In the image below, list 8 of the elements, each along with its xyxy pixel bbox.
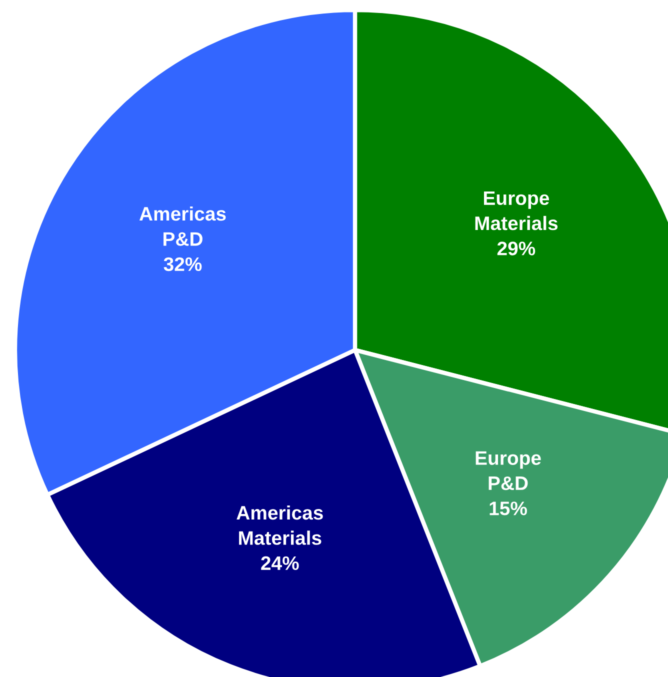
data-label: 24%	[261, 556, 299, 570]
data-label: 32%	[164, 257, 202, 272]
slice-label: Europe P&D	[476, 451, 541, 490]
data-label: 15%	[490, 502, 527, 516]
slice-label: Americas Materials	[236, 505, 323, 545]
slice-label: Americas P&D	[139, 206, 226, 246]
slice-label: Europe Materials	[475, 191, 558, 230]
data-label: 29%	[497, 242, 536, 256]
